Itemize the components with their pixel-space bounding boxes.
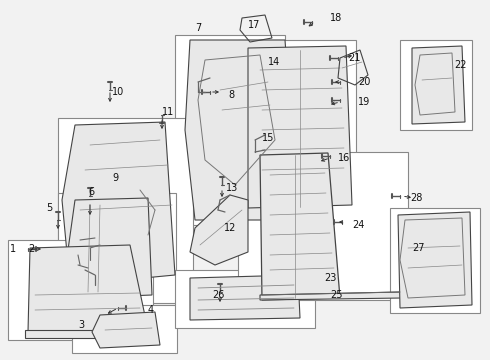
Text: 1: 1 [10, 244, 16, 254]
Bar [175, 270, 315, 328]
Polygon shape [412, 46, 465, 124]
Bar [400, 40, 472, 130]
Text: 6: 6 [88, 187, 94, 197]
Text: 24: 24 [352, 220, 365, 230]
Text: 11: 11 [162, 107, 174, 117]
Polygon shape [68, 198, 152, 298]
Bar [8, 240, 153, 340]
Bar [58, 118, 193, 293]
Text: 19: 19 [358, 97, 370, 107]
Text: 21: 21 [348, 53, 360, 63]
Bar [58, 193, 176, 303]
Text: 18: 18 [330, 13, 342, 23]
Polygon shape [398, 212, 472, 308]
Text: 26: 26 [212, 290, 224, 300]
Polygon shape [248, 46, 352, 208]
Text: 5: 5 [46, 203, 52, 213]
Text: 12: 12 [224, 223, 236, 233]
Bar [175, 35, 285, 225]
Text: 20: 20 [358, 77, 370, 87]
Bar [238, 152, 408, 300]
Polygon shape [185, 40, 298, 220]
Polygon shape [260, 292, 402, 300]
Text: 16: 16 [338, 153, 350, 163]
Bar [390, 208, 480, 313]
Bar [238, 40, 356, 215]
Bar [72, 305, 177, 353]
Polygon shape [190, 195, 248, 265]
Text: 8: 8 [228, 90, 234, 100]
Text: 25: 25 [330, 290, 343, 300]
Text: 27: 27 [412, 243, 424, 253]
Text: 7: 7 [195, 23, 201, 33]
Text: 4: 4 [148, 305, 154, 315]
Text: 2: 2 [28, 244, 34, 254]
Polygon shape [25, 330, 148, 338]
Text: 13: 13 [226, 183, 238, 193]
Text: 23: 23 [324, 273, 336, 283]
Polygon shape [92, 312, 160, 348]
Text: 14: 14 [268, 57, 280, 67]
Text: 17: 17 [248, 20, 260, 30]
Text: 15: 15 [262, 133, 274, 143]
Polygon shape [260, 153, 340, 300]
Polygon shape [62, 122, 175, 285]
Polygon shape [190, 275, 300, 320]
Text: 28: 28 [410, 193, 422, 203]
Text: 22: 22 [454, 60, 466, 70]
Text: 3: 3 [78, 320, 84, 330]
Text: 10: 10 [112, 87, 124, 97]
Text: 9: 9 [112, 173, 118, 183]
Polygon shape [28, 245, 148, 332]
